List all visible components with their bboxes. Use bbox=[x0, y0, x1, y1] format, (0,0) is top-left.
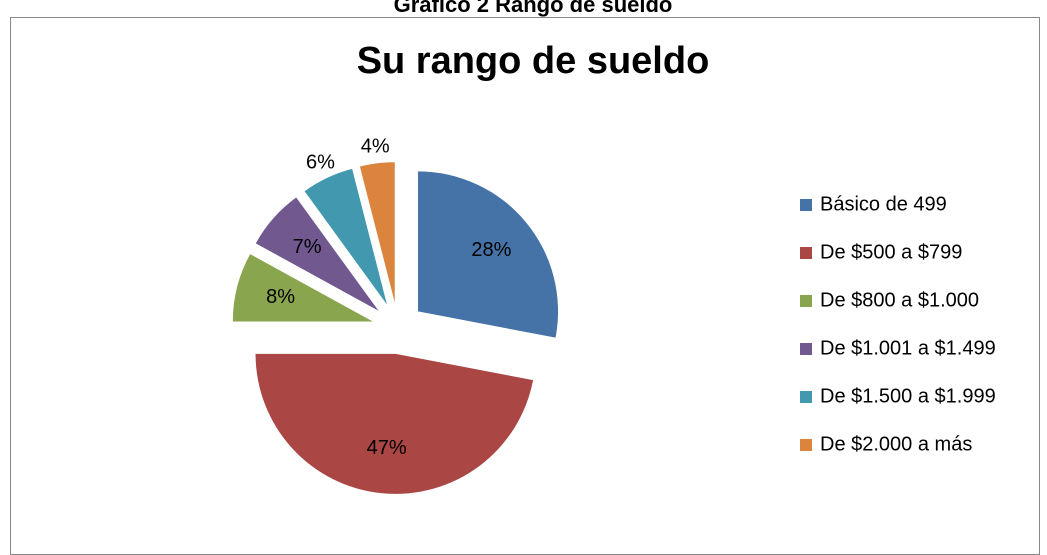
data-label: 6% bbox=[306, 152, 335, 174]
data-label: 4% bbox=[361, 136, 390, 158]
pie-slice bbox=[232, 254, 373, 322]
data-label: 8% bbox=[266, 286, 295, 308]
data-label: 7% bbox=[293, 236, 322, 258]
pie-slice bbox=[418, 171, 559, 338]
legend-swatch bbox=[800, 247, 812, 259]
legend-label: Básico de 499 bbox=[820, 193, 947, 215]
legend-label: De $500 a $799 bbox=[820, 241, 962, 263]
pie-slice bbox=[359, 162, 395, 303]
legend-label: De $1.500 a $1.999 bbox=[820, 385, 996, 407]
data-label: 47% bbox=[367, 437, 407, 459]
caption: Gráfico 2 Rango de sueldo bbox=[394, 0, 673, 17]
legend-swatch bbox=[800, 343, 812, 355]
pie-slice bbox=[255, 353, 534, 494]
legend-label: De $1.001 a $1.499 bbox=[820, 337, 996, 359]
data-label: 28% bbox=[471, 239, 511, 261]
pie-slice bbox=[304, 168, 387, 305]
chart-title: Su rango de sueldo bbox=[357, 40, 710, 82]
pie-slice bbox=[255, 197, 379, 311]
legend-label: De $2.000 a más bbox=[820, 433, 972, 455]
legend-swatch bbox=[800, 295, 812, 307]
legend-swatch bbox=[800, 391, 812, 403]
legend-swatch bbox=[800, 439, 812, 451]
legend-label: De $800 a $1.000 bbox=[820, 289, 979, 311]
legend-swatch bbox=[800, 199, 812, 211]
